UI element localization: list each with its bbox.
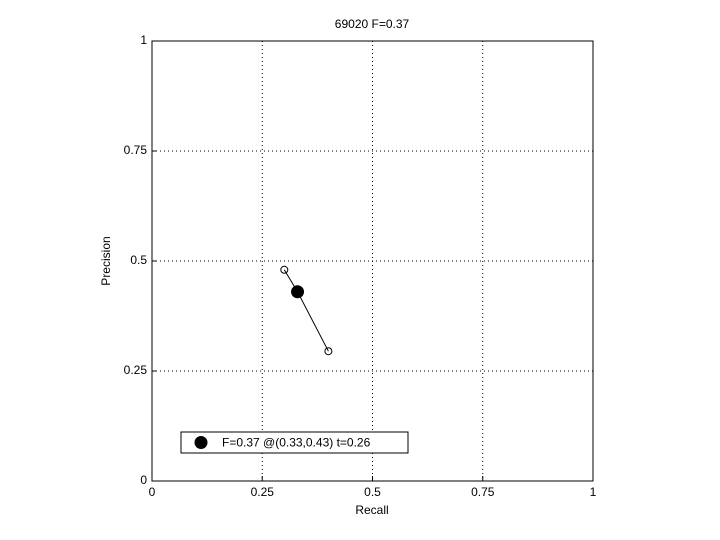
x-axis-label: Recall	[355, 503, 388, 517]
f-point	[291, 285, 305, 299]
chart-title: 69020 F=0.37	[335, 17, 410, 31]
legend-box	[180, 431, 409, 454]
y-tick-label: 0.5	[130, 253, 147, 267]
y-tick-label: 0.25	[124, 363, 148, 377]
y-tick-label: 0.75	[124, 143, 148, 157]
x-tick-label: 0.5	[364, 485, 381, 499]
point-marker	[324, 347, 333, 356]
x-tick-label: 1	[590, 485, 597, 499]
x-tick-label: 0.25	[251, 485, 275, 499]
y-tick-label: 1	[140, 33, 147, 47]
plot-frame	[151, 40, 594, 482]
legend-marker	[194, 436, 208, 449]
y-axis-label: Precision	[99, 236, 113, 285]
legend-label: F=0.37 @(0.33,0.43) t=0.26	[222, 436, 371, 450]
point-marker	[280, 265, 289, 274]
x-tick-label: 0	[149, 485, 156, 499]
x-tick-label: 0.75	[471, 485, 495, 499]
y-tick-label: 0	[140, 473, 147, 487]
